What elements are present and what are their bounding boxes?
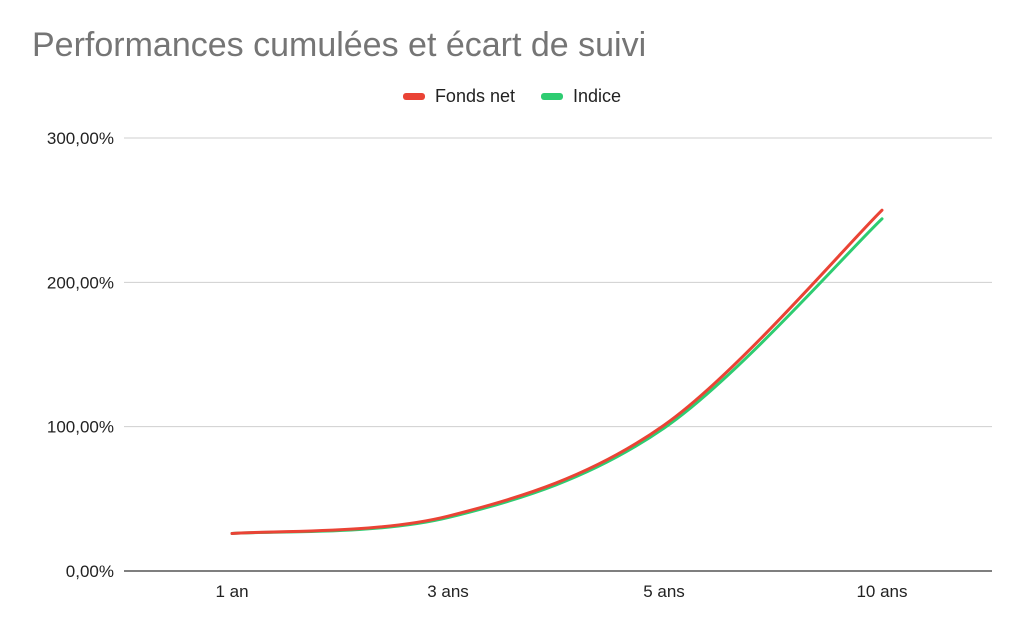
chart-title: Performances cumulées et écart de suivi: [32, 26, 647, 64]
legend-swatch-fonds-net: [402, 93, 425, 100]
x-tick-label: 1 an: [215, 582, 248, 601]
legend-label-fonds-net: Fonds net: [434, 86, 515, 106]
x-tick-label: 5 ans: [643, 582, 685, 601]
legend-label-indice: Indice: [573, 86, 622, 106]
legend-item-fonds-net: Fonds net: [402, 86, 515, 107]
y-tick-label: 200,00%: [47, 273, 114, 292]
x-tick-label: 10 ans: [856, 582, 907, 601]
legend-item-indice: Indice: [541, 86, 621, 107]
y-tick-label: 0,00%: [66, 562, 114, 581]
legend: Fonds net Indice: [0, 86, 1024, 107]
legend-swatch-indice: [541, 93, 563, 100]
x-tick-label: 3 ans: [427, 582, 469, 601]
y-tick-label: 300,00%: [47, 129, 114, 148]
series-line-indice: [230, 217, 884, 535]
y-tick-label: 100,00%: [47, 418, 114, 437]
series-line-fonds-net: [230, 208, 884, 535]
